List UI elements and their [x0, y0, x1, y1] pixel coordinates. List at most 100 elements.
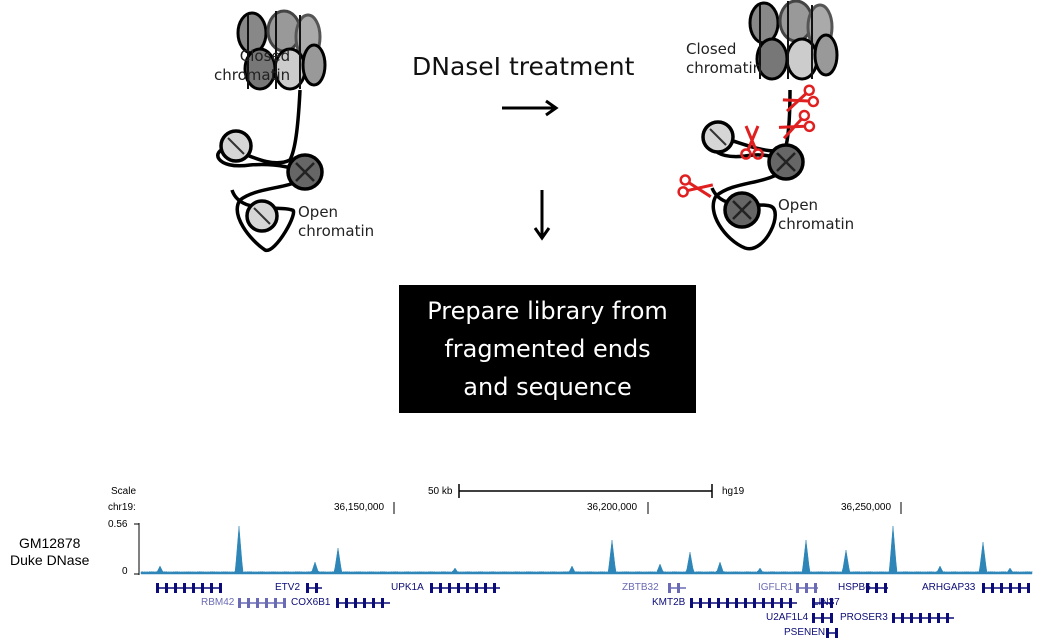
gene-exon [315, 583, 318, 593]
gene-exon [677, 583, 680, 593]
position-label: 36,150,000 [334, 502, 385, 513]
gene-label: PSENEN [784, 627, 826, 638]
right-arrow-icon [502, 99, 559, 117]
gene-exon [814, 583, 817, 593]
gene-exon [771, 598, 774, 608]
gene-exon [812, 613, 815, 623]
position-label: 36,250,000 [841, 502, 892, 513]
signal-area [140, 525, 1033, 575]
scissors-icon [779, 82, 821, 117]
gene-exon [210, 583, 213, 593]
gene-exon [726, 598, 729, 608]
gene-exon [165, 583, 168, 593]
right-closed-chromatin-label: Closed chromatin [686, 40, 763, 77]
track-axis [134, 523, 140, 575]
gene-exon [884, 583, 887, 593]
right-chromatin-illustration [676, 0, 839, 251]
gene-exon [821, 598, 824, 608]
gene-exon [735, 598, 738, 608]
gene-label: ETV2 [275, 582, 301, 593]
gene-exon [475, 583, 478, 593]
gene-exon [156, 583, 159, 593]
gene-exon [830, 598, 833, 608]
gene-exon [812, 598, 815, 608]
gene-exon [493, 583, 496, 593]
gene-exon [1009, 583, 1012, 593]
gene-exon [1018, 583, 1021, 593]
gene-exon [690, 598, 693, 608]
gene-exon [430, 583, 433, 593]
gene-exon [946, 613, 949, 623]
track-ymin: 0 [122, 566, 128, 577]
scale-bar [458, 484, 713, 498]
gene-exon [354, 598, 357, 608]
gene-exon [336, 598, 339, 608]
gene-exon [708, 598, 711, 608]
gene-exon [256, 598, 259, 608]
gene-exon [717, 598, 720, 608]
gene-label: ARHGAP33 [922, 582, 976, 593]
gene-exon [1027, 583, 1030, 593]
gene-exon [283, 598, 286, 608]
gene-exon [219, 583, 222, 593]
gene-exon [866, 583, 869, 593]
left-open-chromatin-label: Open chromatin [298, 203, 375, 240]
gene-exon [805, 583, 808, 593]
gene-exon [875, 583, 878, 593]
position-label: 36,200,000 [587, 502, 638, 513]
genome-browser [134, 484, 1033, 638]
gene-exon [937, 613, 940, 623]
gene-exon [901, 613, 904, 623]
gene-exon [372, 598, 375, 608]
gene-exon [928, 613, 931, 623]
dnase-signal-track [140, 525, 1033, 575]
gene-exon [183, 583, 186, 593]
gene-exon [457, 583, 460, 593]
gene-label: PROSER3 [840, 612, 888, 623]
scissors-icon [775, 108, 817, 144]
left-chromatin-illustration [216, 9, 327, 252]
scissors-icon [676, 173, 716, 203]
gene-exon [919, 613, 922, 623]
scale-value: 50 kb [428, 486, 453, 497]
gene-exon [381, 598, 384, 608]
gene-exon [1000, 583, 1003, 593]
gene-label: COX6B1 [291, 597, 331, 608]
gene-label: HSPB6 [838, 582, 871, 593]
gene-exon [753, 598, 756, 608]
gene-exon [830, 613, 833, 623]
library-box-line: Prepare library from [427, 297, 668, 325]
gene-exon [448, 583, 451, 593]
gene-exon [306, 583, 309, 593]
treatment-title: DNaseI treatment [412, 52, 635, 81]
gene-exon [174, 583, 177, 593]
gene-exon [744, 598, 747, 608]
track-ymax: 0.56 [108, 519, 128, 530]
gene-exon [892, 613, 895, 623]
chrom-label: chr19: [108, 502, 136, 513]
gene-exon [201, 583, 204, 593]
gene-exon [699, 598, 702, 608]
gene-exon [762, 598, 765, 608]
left-closed-chromatin-label: Closed chromatin [214, 47, 291, 84]
gene-label: ZBTB32 [622, 582, 659, 593]
gene-exon [991, 583, 994, 593]
gene-exon [796, 583, 799, 593]
gene-exon [247, 598, 250, 608]
gene-exon [265, 598, 268, 608]
gene-annotations [156, 583, 1030, 638]
library-prep-box: Prepare library from fragmented ends and… [399, 285, 696, 413]
gene-exon [466, 583, 469, 593]
gene-label: U2AF1L4 [766, 612, 809, 623]
gene-label: UPK1A [391, 582, 424, 593]
gene-label: LIN37 [813, 597, 840, 608]
gene-exon [826, 628, 829, 638]
gene-exon [780, 598, 783, 608]
down-arrow-icon [533, 190, 551, 241]
gene-exon [835, 628, 838, 638]
gene-label: KMT2B [652, 597, 686, 608]
chromatin-diagram [216, 0, 839, 252]
gene-exon [274, 598, 277, 608]
gene-exon [345, 598, 348, 608]
scale-label: Scale [111, 486, 137, 497]
